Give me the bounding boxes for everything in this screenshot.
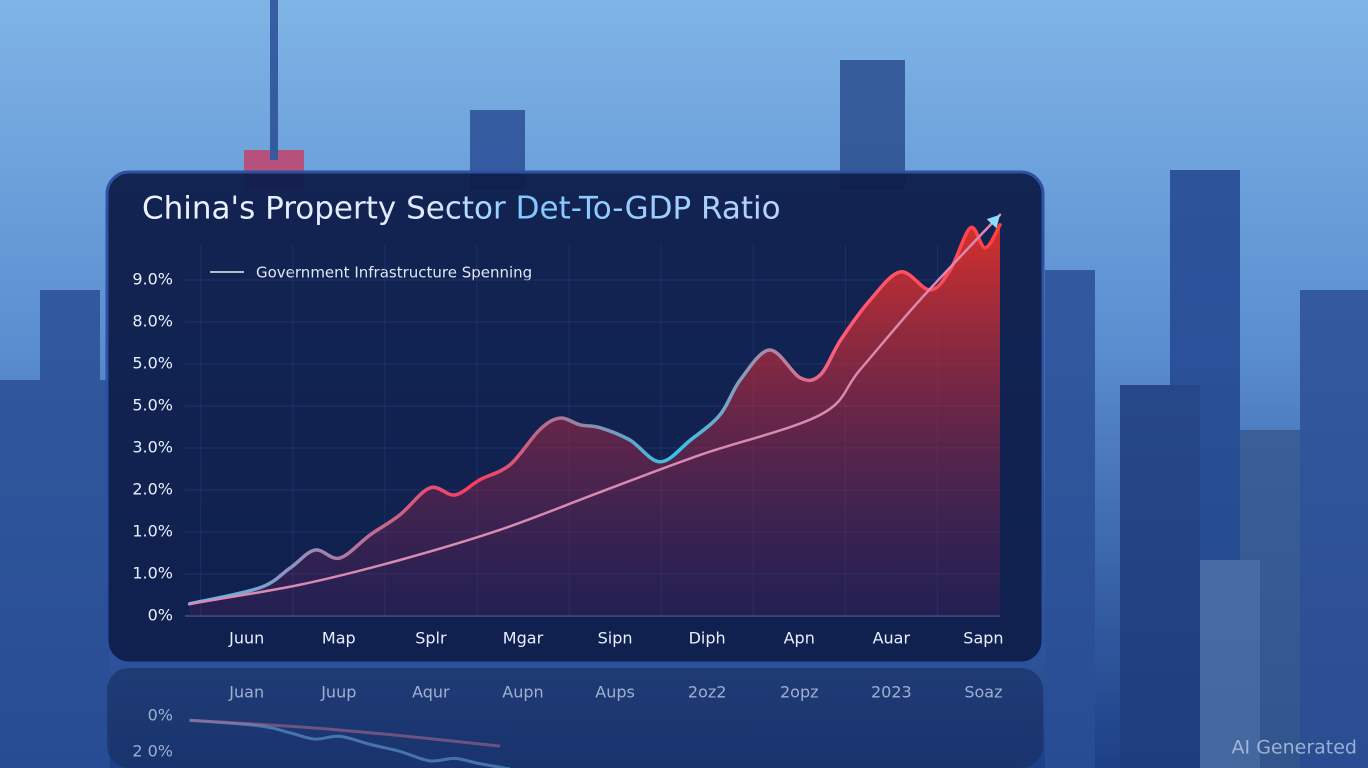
y-tick-label: 1.0%: [132, 564, 173, 583]
reflected-y-label: 2 0%: [132, 742, 173, 761]
arrow-head: [986, 214, 1000, 229]
legend-label: Government Infrastructure Spenning: [256, 264, 532, 282]
area: [189, 224, 1001, 616]
y-tick-label: 8.0%: [132, 312, 173, 331]
reflected-line: [189, 718, 501, 748]
reflected-x-label: 2oz2: [688, 683, 727, 702]
x-tick-label: Map: [322, 629, 356, 648]
y-tick-label: 9.0%: [132, 270, 173, 289]
reflected-x-label: Aqur: [412, 683, 450, 702]
reflected-x-label: 2023: [871, 683, 912, 702]
x-tick-label: Diph: [689, 629, 726, 648]
x-tick-label: Mgar: [503, 629, 544, 648]
reflected-y-label: 0%: [148, 706, 173, 725]
y-tick-label: 5.0%: [132, 396, 173, 415]
y-tick-label: 0%: [148, 606, 173, 625]
chart-title: China's Property Sector Det-To-GDP Ratio: [142, 191, 781, 227]
line: [187, 223, 1002, 606]
reflected-line: [189, 718, 511, 768]
reflected-x-label: Aups: [595, 683, 635, 702]
watermark: AI Generated: [1232, 737, 1357, 759]
y-tick-label: 1.0%: [132, 522, 173, 541]
reflection-panel: [107, 668, 1043, 768]
reflected-x-label: Juan: [228, 683, 264, 702]
x-tick-label: Splr: [415, 629, 447, 648]
x-tick-label: Auar: [873, 629, 911, 648]
reflected-x-label: 2opz: [780, 683, 819, 702]
x-tick-label: Apn: [784, 629, 815, 648]
reflected-x-label: Soaz: [964, 683, 1002, 702]
x-tick-label: Juun: [228, 629, 264, 648]
reflected-x-label: Juup: [320, 683, 356, 702]
line: [188, 213, 1002, 606]
x-tick-label: Sapn: [963, 629, 1003, 648]
y-tick-label: 2.0%: [132, 480, 173, 499]
y-tick-label: 3.0%: [132, 438, 173, 457]
reflected-x-label: Aupn: [502, 683, 543, 702]
x-tick-label: Sipn: [598, 629, 633, 648]
y-tick-label: 5.0%: [132, 354, 173, 373]
